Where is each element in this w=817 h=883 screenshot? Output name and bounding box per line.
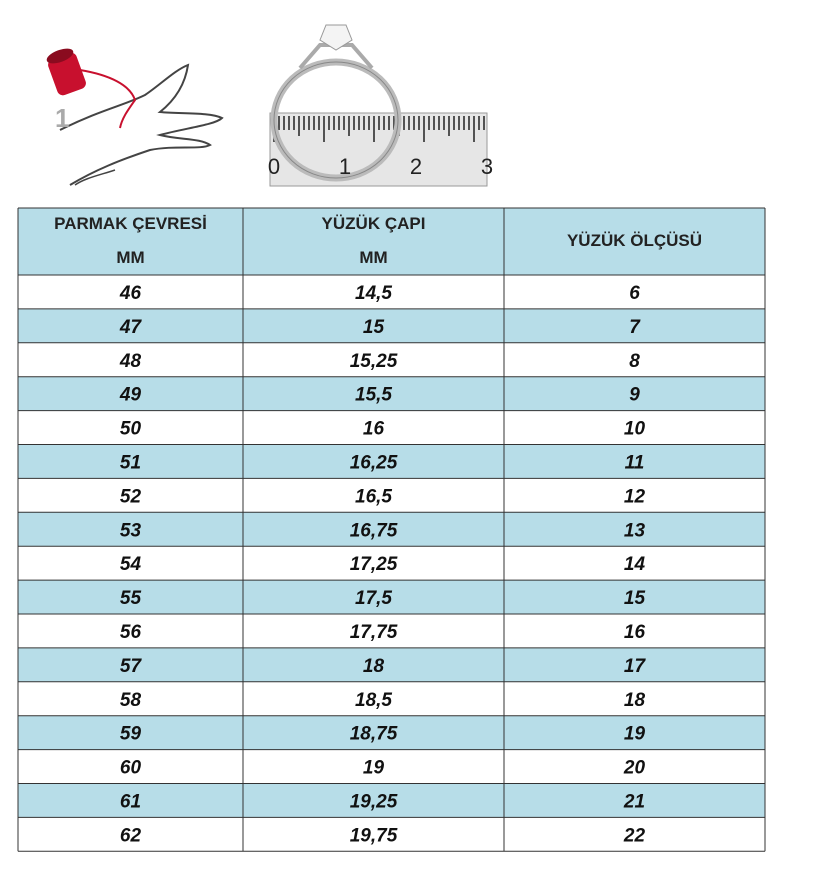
cell: 15 [363,317,385,338]
cell: 58 [120,690,142,711]
header-cell: PARMAK ÇEVRESİ [54,214,207,233]
cell: 17 [624,656,647,677]
cell: 8 [629,351,640,372]
cell: 15,5 [355,385,392,406]
cell: 53 [120,520,142,541]
cell: 15,25 [350,351,398,372]
cell: 48 [119,351,142,372]
ruler-label: 1 [339,154,351,179]
cell: 19,25 [350,791,398,812]
cell: 17,25 [350,554,398,575]
header-bg [18,208,765,275]
cell: 62 [120,825,142,846]
cell: 19 [363,758,385,779]
cell: 17,5 [355,588,392,609]
cell: 19 [624,724,646,745]
cell: 60 [120,758,142,779]
header-cell: YÜZÜK ÖLÇÜSÜ [567,231,702,250]
ruler-label: 3 [481,154,493,179]
row-bg [18,512,765,547]
cell: 13 [624,520,646,541]
cell: 21 [623,791,645,812]
cell: 18,75 [350,724,398,745]
cell: 16,75 [350,520,398,541]
cell: 18,5 [355,690,392,711]
cell: 18 [363,656,385,677]
row-bg [18,681,765,716]
cell: 46 [119,283,142,304]
cell: 6 [629,283,640,304]
ring-illustration [269,24,488,187]
row-bg [18,342,765,377]
cell: 16,5 [355,486,392,507]
row-bg [18,749,765,784]
cell: 54 [120,554,142,575]
row-bg [18,410,765,445]
cell: 52 [120,486,142,507]
header-cell: MM [359,248,387,267]
cell: 18 [624,690,646,711]
cell: 22 [623,825,646,846]
row-bg [18,478,765,513]
cell: 57 [120,656,143,677]
row-bg [18,546,765,581]
ruler-label: 2 [410,154,422,179]
cell: 14,5 [355,283,392,304]
cell: 56 [120,622,142,643]
row-bg [18,308,765,343]
cell: 15 [624,588,646,609]
ruler-label: 0 [268,154,280,179]
cell: 14 [624,554,646,575]
cell: 16 [624,622,646,643]
cell: 49 [119,385,142,406]
header-cell: YÜZÜK ÇAPI [322,214,426,233]
cell: 9 [629,385,640,406]
cell: 20 [623,758,646,779]
row-bg [18,783,765,818]
cell: 17,75 [350,622,398,643]
row-bg [18,444,765,479]
cell: 19,75 [350,825,398,846]
cell: 47 [119,317,143,338]
cell: 51 [120,452,141,473]
row-bg [18,817,765,852]
cell: 11 [625,452,645,473]
header-cell: MM [116,248,144,267]
row-bg [18,647,765,682]
cell: 50 [120,419,142,440]
cell: 16,25 [350,452,398,473]
hand-illustration: 1 [46,48,224,186]
row-bg [18,275,765,309]
cell: 61 [120,791,141,812]
row-bg [18,715,765,750]
row-bg [18,376,765,411]
row-bg [18,580,765,614]
cell: 16 [363,419,385,440]
cell: 12 [624,486,646,507]
cell: 55 [120,588,142,609]
step-label: 1 [55,103,69,133]
cell: 59 [120,724,142,745]
row-bg [18,614,765,648]
cell: 7 [629,317,641,338]
cell: 10 [624,419,646,440]
